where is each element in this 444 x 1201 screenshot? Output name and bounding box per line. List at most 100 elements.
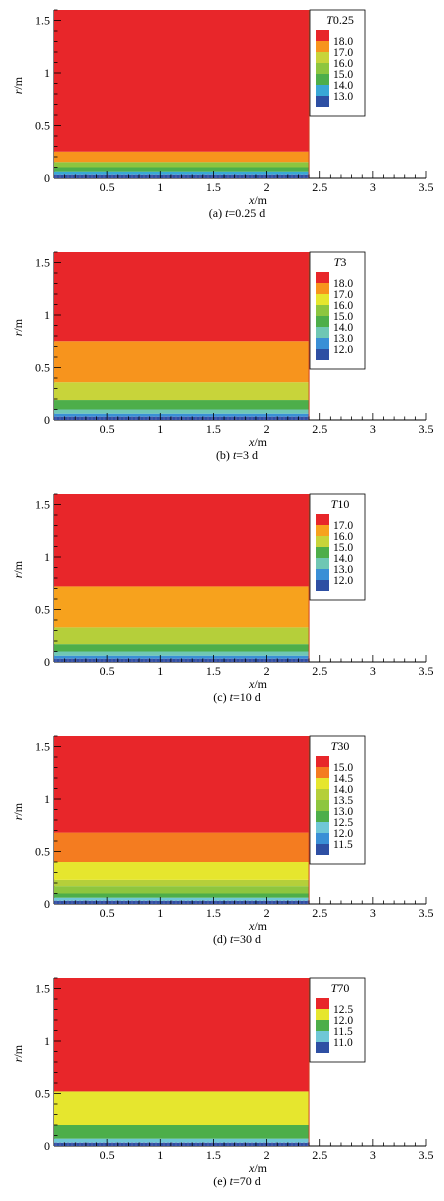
y-axis-symbol: r: [11, 815, 25, 820]
x-tick-label: 3.5: [419, 422, 434, 436]
contour-panel-e: 0.5 1 1.5 2 2.5 3 3.500.511.5x/mr/m(e) t=70 dT…: [11, 977, 434, 1188]
legend-title-time: 30: [337, 739, 349, 753]
legend-level-label: 18.0: [333, 36, 353, 48]
y-tick-label: 0: [44, 897, 50, 911]
y-tick-label: 0.5: [35, 845, 50, 859]
contour-band-6: [54, 252, 310, 342]
legend-swatch-6: [316, 96, 329, 107]
legend-level-label: 14.0: [333, 784, 353, 796]
legend-swatch-2: [316, 536, 329, 547]
x-tick-label: 2.5: [312, 180, 327, 194]
legend-swatch-5: [316, 327, 329, 338]
contour-band-5: [54, 862, 310, 880]
x-tick-label: 2: [264, 422, 270, 436]
legend-swatch-6: [316, 580, 329, 591]
caption-prefix: (d): [213, 932, 230, 946]
x-axis-unit: /m: [254, 1161, 267, 1175]
y-tick-label: 1: [44, 1034, 50, 1048]
y-axis-symbol: r: [11, 1057, 25, 1062]
legend-swatch-5: [316, 569, 329, 580]
legend-swatch-2: [316, 1020, 329, 1031]
legend-swatch-0: [316, 998, 329, 1009]
legend-title: T10: [331, 497, 350, 511]
y-tick-label: 0: [44, 655, 50, 669]
panel-caption: (c) t=10 d: [213, 690, 260, 704]
y-axis-unit: /m: [11, 76, 25, 89]
contour-panel-d: 0.5 1 1.5 2 2.5 3 3.500.511.5x/mr/m(d) t=30 dT…: [11, 735, 434, 946]
legend-swatch-7: [316, 833, 329, 844]
x-axis-symbol: x: [248, 193, 255, 207]
y-axis-title: r/m: [11, 1044, 25, 1062]
contour-band-1: [54, 1138, 310, 1143]
legend: T30 15.014.514.013.513.012.512.011.5: [309, 735, 366, 865]
caption-time-value: =70 d: [233, 1174, 261, 1188]
legend-level-label: 15.0: [333, 69, 353, 81]
legend-level-label: 15.0: [333, 311, 353, 323]
legend-level-label: 17.0: [333, 520, 353, 532]
y-tick-label: 1.5: [35, 498, 50, 512]
legend-swatch-0: [316, 756, 329, 767]
legend-swatch-1: [316, 525, 329, 536]
contour-band-7: [54, 736, 310, 833]
legend-level-label: 18.0: [333, 278, 353, 290]
legend-level-label: 16.0: [333, 531, 353, 543]
contour-band-4: [54, 382, 310, 401]
legend-level-label: 17.0: [333, 289, 353, 301]
legend-level-label: 14.0: [333, 322, 353, 334]
contour-panel-a: 0.5 1 1.5 2 2.5 3 3.500.511.5x/mr/m(a) t=0.25 …: [11, 9, 434, 220]
y-axis-symbol: r: [11, 573, 25, 578]
legend-swatch-4: [316, 74, 329, 85]
x-tick-label: 2: [264, 1148, 270, 1162]
x-tick-label: 3.5: [419, 664, 434, 678]
panel-caption: (b) t=3 d: [216, 448, 258, 462]
x-tick-label: 3: [370, 180, 376, 194]
x-tick-label: 3: [370, 664, 376, 678]
x-tick-label: 0.5: [100, 180, 115, 194]
legend-level-label: 13.5: [333, 795, 353, 807]
contour-band-1: [54, 171, 310, 175]
legend-swatch-4: [316, 316, 329, 327]
legend-title-symbol: T: [326, 13, 334, 27]
y-tick-label: 1.5: [35, 740, 50, 754]
y-axis-title: r/m: [11, 560, 25, 578]
contour-band-2: [54, 893, 310, 898]
legend-level-label: 13.0: [333, 333, 353, 345]
x-axis-title: x/m: [248, 677, 268, 691]
x-axis-unit: /m: [254, 193, 267, 207]
x-tick-label: 3: [370, 906, 376, 920]
caption-time-value: =30 d: [233, 932, 261, 946]
legend-level-label: 17.0: [333, 47, 353, 59]
x-tick-label: 0.5: [100, 906, 115, 920]
panel-caption: (e) t=70 d: [213, 1174, 260, 1188]
contour-band-6: [54, 832, 310, 862]
x-tick-label: 3.5: [419, 180, 434, 194]
legend-swatch-3: [316, 305, 329, 316]
legend-swatch-6: [316, 338, 329, 349]
legend-level-label: 11.5: [333, 1026, 353, 1038]
legend-swatch-1: [316, 767, 329, 778]
caption-time-value: =10 d: [233, 690, 261, 704]
x-axis-unit: /m: [254, 677, 267, 691]
x-tick-label: 3: [370, 422, 376, 436]
legend-swatch-0: [316, 30, 329, 41]
contour-band-2: [54, 1125, 310, 1139]
legend-title-symbol: T: [331, 497, 339, 511]
x-axis-symbol: x: [248, 677, 255, 691]
legend-swatch-1: [316, 41, 329, 52]
x-tick-label: 1: [157, 180, 163, 194]
caption-prefix: (a): [209, 206, 225, 220]
contour-band-3: [54, 886, 310, 894]
legend-level-label: 15.0: [333, 542, 353, 554]
legend-level-label: 14.5: [333, 773, 353, 785]
x-axis-title: x/m: [248, 919, 268, 933]
legend-title-symbol: T: [331, 739, 339, 753]
legend-swatch-2: [316, 294, 329, 305]
x-axis-symbol: x: [248, 1161, 255, 1175]
legend: T70 12.512.011.511.0: [309, 977, 366, 1063]
panel-caption: (d) t=30 d: [213, 932, 261, 946]
y-axis-title: r/m: [11, 76, 25, 94]
legend-level-label: 12.0: [333, 575, 353, 587]
legend-swatch-1: [316, 283, 329, 294]
y-axis-unit: /m: [11, 318, 25, 331]
